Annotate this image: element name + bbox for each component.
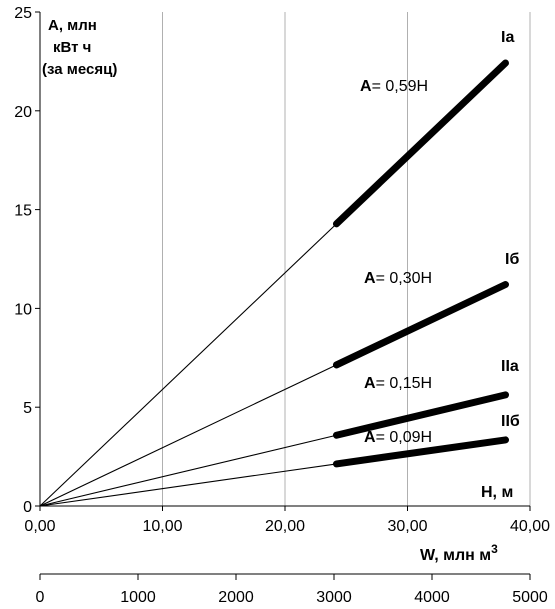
y-tick-label: 15 xyxy=(14,203,32,220)
series-line-thick xyxy=(332,280,509,369)
series-line-thin xyxy=(39,364,337,507)
series-line-thin xyxy=(39,223,337,507)
series-equation-rest: = 0,30H xyxy=(376,270,432,287)
secondary-x-tick-label: 1000 xyxy=(120,589,156,606)
series-line-thin xyxy=(39,434,337,507)
secondary-x-tick-label: 0 xyxy=(36,589,45,606)
secondary-x-tick-label: 2000 xyxy=(218,589,254,606)
secondary-x-tick-label: 3000 xyxy=(316,589,352,606)
series-equation-rest: = 0,59H xyxy=(372,78,428,95)
series-equation-prefix: A xyxy=(360,78,372,95)
y-axis-label-line-1: A, млн xyxy=(48,17,97,34)
y-tick-label: 20 xyxy=(14,104,32,121)
series-equation: A= 0,15H xyxy=(364,375,432,392)
axis-ticks: 0,00 10,00 20,00 30,00 40,00 0 5 10 15 20 25 0 1000 2… xyxy=(14,5,550,606)
series-line-thick xyxy=(332,391,509,439)
series-label: IIб xyxy=(501,413,520,430)
x-axis-label-superscript: 3 xyxy=(491,542,498,556)
x-tick-label: 10,00 xyxy=(142,518,182,535)
series-line-thick xyxy=(332,436,509,468)
series-line-thin xyxy=(39,463,337,507)
secondary-x-tick-label: 4000 xyxy=(414,589,450,606)
y-axis-label-line-2: кВт ч xyxy=(53,39,91,56)
x-tick-label: 20,00 xyxy=(265,518,305,535)
series-equation: A= 0,59H xyxy=(360,78,428,95)
series-label: Iб xyxy=(505,251,519,268)
series-equation: A= 0,30H xyxy=(364,270,432,287)
y-axis-label-line-3: (за месяц) xyxy=(42,61,117,78)
series-equation-rest: = 0,09H xyxy=(376,429,432,446)
x-tick-label: 0,00 xyxy=(24,518,55,535)
secondary-x-tick-label: 5000 xyxy=(512,589,548,606)
series-equation-prefix: A xyxy=(364,375,376,392)
series-label: Ia xyxy=(501,29,514,46)
x-tick-label: 30,00 xyxy=(387,518,427,535)
y-tick-label: 5 xyxy=(23,400,32,417)
series-line-thick xyxy=(332,59,509,228)
series-equation: A= 0,09H xyxy=(364,429,432,446)
y-tick-label: 0 xyxy=(23,499,32,516)
y-axis-label: A, млн кВт ч (за месяц) xyxy=(42,17,117,78)
y-tick-label: 10 xyxy=(14,301,32,318)
series-label: IIа xyxy=(501,358,519,375)
y-tick-label: 25 xyxy=(14,5,32,22)
gridlines xyxy=(162,12,531,506)
series-equation-prefix: A xyxy=(364,429,376,446)
series-equation-rest: = 0,15H xyxy=(376,375,432,392)
x-axis-inner-label: H, м xyxy=(481,484,513,501)
x-axis-label: W, млн м3 xyxy=(420,542,498,564)
x-tick-label: 40,00 xyxy=(510,518,550,535)
series-equation-prefix: A xyxy=(364,270,376,287)
x-axis-label-text: W, млн м xyxy=(420,547,491,564)
